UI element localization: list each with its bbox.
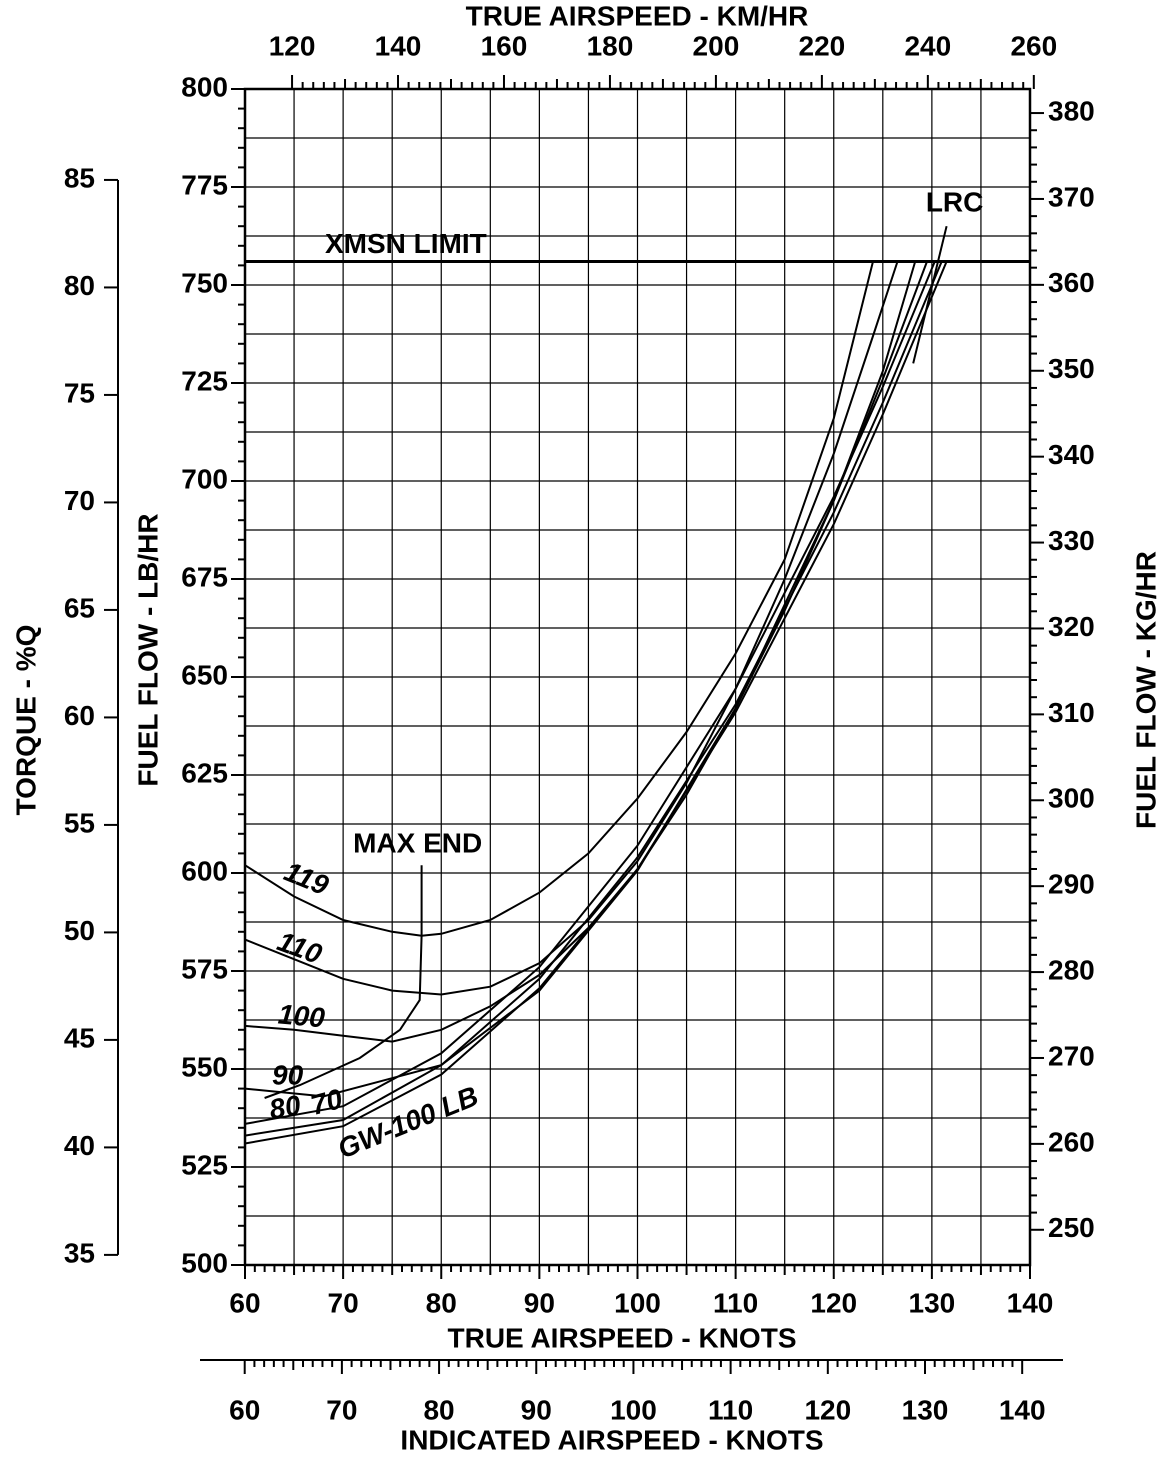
tick-label: 350	[1048, 353, 1095, 384]
tick-label: 310	[1048, 697, 1095, 728]
series-line	[244, 261, 899, 996]
tick-label: 330	[1048, 525, 1095, 556]
annotation-label: MAX END	[353, 828, 482, 859]
tick-label: 725	[181, 365, 228, 396]
series-label: 119	[280, 856, 333, 902]
tick-label: 380	[1048, 95, 1095, 126]
tick-label: 45	[64, 1022, 95, 1053]
tick-label: 80	[423, 1394, 454, 1425]
tick-label: 140	[1007, 1287, 1054, 1318]
series-line	[244, 261, 936, 1125]
tick-label: 140	[999, 1394, 1046, 1425]
series-line	[244, 261, 948, 1145]
torque-axis-label: TORQUE - %Q	[10, 625, 41, 816]
tick-label: 85	[64, 162, 95, 193]
y-axis-label: FUEL FLOW - LB/HR	[132, 513, 163, 786]
tick-label: 300	[1048, 783, 1095, 814]
series-label: 70	[307, 1083, 346, 1121]
tick-label: 370	[1048, 181, 1095, 212]
tick-label: 360	[1048, 267, 1095, 298]
tick-label: 70	[64, 485, 95, 516]
tick-label: 130	[909, 1287, 956, 1318]
tick-label: 100	[610, 1394, 657, 1425]
tick-label: 260	[1048, 1126, 1095, 1157]
tick-label: 280	[1048, 954, 1095, 985]
annotation-line	[264, 865, 423, 1099]
tick-label: 70	[328, 1287, 359, 1318]
tick-label: 80	[64, 270, 95, 301]
tick-label: 120	[810, 1287, 857, 1318]
tick-label: 775	[181, 169, 228, 200]
tick-label: 60	[229, 1287, 260, 1318]
tick-label: 200	[693, 30, 740, 61]
tick-label: 550	[181, 1051, 228, 1082]
tick-label: 50	[64, 915, 95, 946]
series-line	[244, 261, 943, 1137]
tick-label: 110	[713, 1287, 758, 1318]
tick-label: 120	[804, 1394, 851, 1425]
tick-label: 120	[269, 30, 316, 61]
tick-label: 320	[1048, 611, 1095, 642]
tick-label: 35	[64, 1237, 95, 1268]
tick-label: 650	[181, 659, 228, 690]
series-line	[244, 261, 917, 1043]
tick-label: 700	[181, 463, 228, 494]
tick-label: 100	[614, 1287, 661, 1318]
tick-label: 40	[64, 1130, 95, 1161]
tick-label: 240	[904, 30, 951, 61]
tick-label: 500	[181, 1247, 228, 1278]
annotation-label: LRC	[926, 187, 984, 218]
annotation-line	[912, 225, 948, 364]
tick-label: 75	[64, 377, 95, 408]
tick-label: 110	[708, 1394, 753, 1425]
tick-label: 675	[181, 561, 228, 592]
tick-label: 600	[181, 855, 228, 886]
tick-label: 90	[521, 1394, 552, 1425]
tick-label: 65	[64, 592, 95, 623]
series-line	[244, 261, 874, 937]
right-axis-label: FUEL FLOW - KG/HR	[1130, 551, 1161, 829]
tick-label: 250	[1048, 1212, 1095, 1243]
tick-label: 80	[426, 1287, 457, 1318]
x-axis-label: TRUE AIRSPEED - KNOTS	[448, 1322, 797, 1353]
reference-label: XMSN LIMIT	[325, 228, 487, 259]
tick-label: 160	[481, 30, 528, 61]
tick-label: 625	[181, 757, 228, 788]
tick-label: 60	[229, 1394, 260, 1425]
tick-label: 130	[902, 1394, 949, 1425]
series-label: 100	[277, 998, 327, 1033]
tick-label: 270	[1048, 1040, 1095, 1071]
tick-label: 290	[1048, 869, 1095, 900]
indicated-axis-label: INDICATED AIRSPEED - KNOTS	[400, 1424, 823, 1455]
tick-label: 525	[181, 1149, 228, 1180]
tick-label: 140	[375, 30, 422, 61]
tick-label: 220	[799, 30, 846, 61]
top-axis-label: TRUE AIRSPEED - KM/HR	[466, 0, 809, 31]
tick-label: 340	[1048, 439, 1095, 470]
tick-label: 55	[64, 807, 95, 838]
tick-label: 575	[181, 953, 228, 984]
series-label: 110	[273, 925, 326, 970]
tick-label: 90	[524, 1287, 555, 1318]
tick-label: 750	[181, 267, 228, 298]
tick-label: 60	[64, 700, 95, 731]
tick-label: 260	[1010, 30, 1057, 61]
tick-label: 180	[587, 30, 634, 61]
tick-label: 70	[326, 1394, 357, 1425]
tick-label: 800	[181, 71, 228, 102]
